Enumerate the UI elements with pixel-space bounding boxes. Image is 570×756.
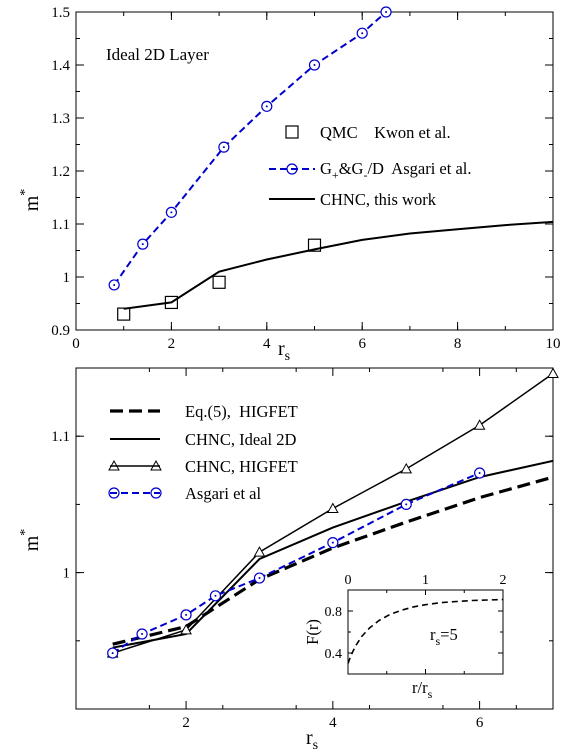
series-3-point-dot bbox=[405, 503, 408, 506]
series-0-point bbox=[212, 275, 226, 289]
legend-marker-chnc-higfet-left bbox=[108, 459, 120, 471]
series-3-point-dot bbox=[258, 577, 261, 580]
y-tick-label: 1.1 bbox=[51, 429, 70, 445]
legend-marker-asgari-bottom-right bbox=[150, 487, 162, 499]
series-3-point-dot bbox=[478, 472, 481, 475]
y-tick-label: 0.4 bbox=[325, 647, 343, 662]
top-series-layer bbox=[108, 6, 553, 321]
legend-label-chnc-top: CHNC, this work bbox=[320, 190, 437, 209]
y-tick-label: 1.1 bbox=[51, 217, 70, 233]
y-tick-label: 0.8 bbox=[325, 605, 343, 620]
series-1-point-dot bbox=[170, 211, 173, 214]
series-0-line bbox=[348, 598, 503, 664]
series-1-line bbox=[113, 12, 387, 286]
legend-label-asgari-top: G+&G-/D Asgari et al. bbox=[320, 159, 471, 182]
series-1-point-dot bbox=[113, 283, 116, 286]
x-tick-label: 1 bbox=[422, 573, 429, 588]
legend-label-eq5: Eq.(5), HIGFET bbox=[185, 402, 298, 421]
bottom-ylabel: m* bbox=[18, 529, 43, 552]
bottom-panel: 2 4 6 1 1.1 rs m* Eq.(5), HIGFET CHNC, Ideal… bbox=[18, 367, 559, 753]
series-1-point-dot bbox=[222, 146, 225, 149]
inset-plot: 0 1 2 0.4 0.8 r/rs F(r) rs=5 bbox=[303, 573, 507, 701]
series-2-point bbox=[547, 367, 559, 378]
x-tick-label: 2 bbox=[500, 573, 507, 588]
legend-marker-qmc bbox=[285, 125, 299, 139]
inset-series-layer bbox=[348, 598, 503, 664]
y-tick-label: 1.5 bbox=[51, 5, 70, 21]
series-1-point-dot bbox=[385, 11, 388, 13]
series-2-point bbox=[473, 419, 486, 430]
inset-axis-ticks: 0 1 2 0.4 0.8 bbox=[325, 573, 507, 675]
bottom-xlabel: rs bbox=[306, 727, 318, 753]
series-2-point bbox=[400, 462, 413, 474]
x-tick-label: 6 bbox=[358, 336, 366, 352]
top-annotation: Ideal 2D Layer bbox=[106, 45, 209, 64]
y-tick-label: 1 bbox=[63, 270, 71, 286]
series-3-point-dot bbox=[331, 541, 334, 544]
legend-label-chnc-ideal: CHNC, Ideal 2D bbox=[185, 430, 296, 449]
series-2-line bbox=[123, 220, 553, 310]
y-tick-label: 1.4 bbox=[51, 58, 70, 74]
series-2-point bbox=[180, 623, 192, 635]
series-3-point-dot bbox=[185, 613, 188, 616]
series-1-point-dot bbox=[265, 105, 268, 108]
series-1-point-dot bbox=[313, 64, 316, 66]
legend-label-chnc-higfet: CHNC, HIGFET bbox=[185, 457, 298, 476]
bottom-plot-frame bbox=[75, 367, 554, 710]
top-panel: 0 2 4 6 8 10 0.9 1 1.1 1.2 1.3 1.4 1.5 Ideal 2D Laye… bbox=[18, 5, 561, 364]
series-0-point bbox=[117, 307, 131, 321]
top-xlabel: rs bbox=[278, 338, 290, 364]
series-1-point-dot bbox=[361, 32, 364, 35]
bottom-series-layer bbox=[106, 367, 559, 659]
legend-marker-asgari-top-dot bbox=[291, 168, 293, 170]
series-2-point bbox=[326, 502, 339, 513]
bottom-axis-ticks: 2 4 6 1 1.1 bbox=[51, 367, 553, 731]
inset-xlabel: r/rs bbox=[412, 678, 433, 701]
x-tick-label: 6 bbox=[476, 715, 484, 731]
x-tick-label: 2 bbox=[182, 715, 190, 731]
series-0-point bbox=[307, 238, 322, 252]
inset-ylabel: F(r) bbox=[303, 619, 322, 645]
legend-label-qmc: QMC Kwon et al. bbox=[320, 123, 451, 142]
legend-marker-asgari-top bbox=[286, 163, 298, 175]
legend-marker-asgari-bottom-left bbox=[108, 487, 120, 499]
x-tick-label: 2 bbox=[168, 336, 176, 352]
y-tick-label: 1.2 bbox=[51, 164, 70, 180]
series-3-point-dot bbox=[111, 652, 114, 655]
top-axis-ticks: 0 2 4 6 8 10 0.9 1 1.1 1.2 1.3 1.4 1.5 bbox=[51, 5, 560, 352]
inset-annotation: rs=5 bbox=[430, 625, 458, 648]
legend-marker-chnc-higfet-right bbox=[150, 459, 162, 471]
x-tick-label: 8 bbox=[454, 336, 462, 352]
x-tick-label: 10 bbox=[546, 336, 561, 352]
legend-label-asgari-bottom: Asgari et al bbox=[185, 484, 261, 503]
x-tick-label: 0 bbox=[72, 336, 80, 352]
y-tick-label: 1.3 bbox=[51, 111, 70, 127]
x-tick-label: 0 bbox=[345, 573, 352, 588]
series-3-point-dot bbox=[214, 594, 217, 597]
series-3-point-dot bbox=[141, 632, 144, 635]
top-ylabel: m* bbox=[18, 189, 43, 212]
bottom-legend: Eq.(5), HIGFET CHNC, Ideal 2D CHNC, HIGF… bbox=[108, 402, 298, 503]
inset-frame bbox=[347, 589, 504, 675]
top-legend: QMC Kwon et al. G+&G-/D Asgari et al. CH… bbox=[269, 123, 471, 209]
series-1-point-dot bbox=[141, 243, 144, 246]
x-tick-label: 4 bbox=[329, 715, 337, 731]
series-2-point bbox=[253, 546, 266, 557]
x-tick-label: 4 bbox=[263, 336, 271, 352]
y-tick-label: 0.9 bbox=[51, 323, 70, 339]
y-tick-label: 1 bbox=[63, 566, 71, 582]
